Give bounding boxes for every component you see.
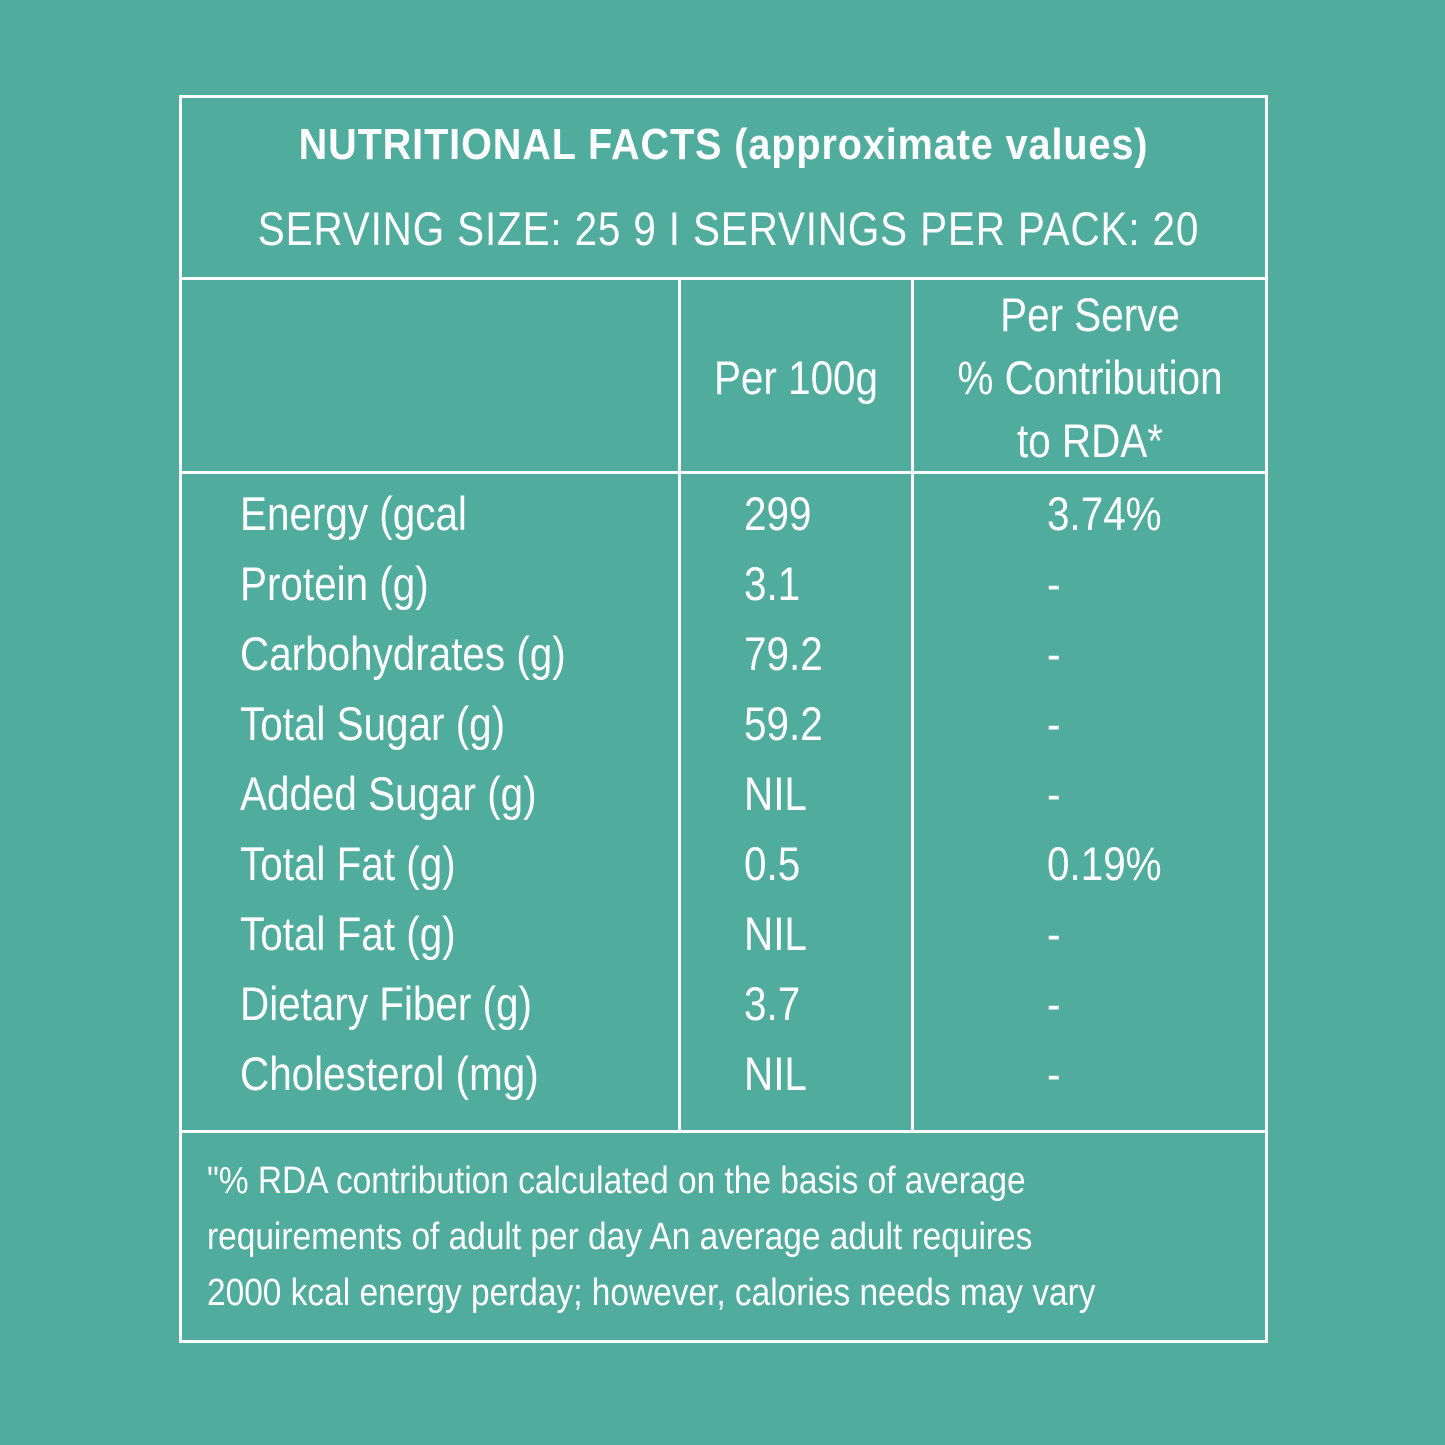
column-divider-2 xyxy=(911,278,914,1132)
footnote-divider xyxy=(182,1130,1265,1133)
column-header-rda: Per Serve % Contribution to RDA* xyxy=(914,283,1266,472)
nutrition-facts-panel: NUTRITIONAL FACTS (approximate values) S… xyxy=(179,95,1268,1343)
nutrient-per100g: NIL xyxy=(744,1047,807,1100)
footnote-line-1: "% RDA contribution calculated on the ba… xyxy=(207,1160,1026,1202)
nutrient-rda: - xyxy=(1047,767,1061,820)
nutrient-rda: 3.74% xyxy=(1047,487,1162,540)
nutrient-per100g: NIL xyxy=(744,767,807,820)
nutrient-name: Total Fat (g) xyxy=(240,907,456,960)
rda-footnote: "% RDA contribution calculated on the ba… xyxy=(207,1153,1095,1321)
nutrient-name: Cholesterol (mg) xyxy=(240,1047,539,1100)
panel-title: NUTRITIONAL FACTS (approximate values) xyxy=(298,120,1149,169)
nutrient-name: Total Fat (g) xyxy=(240,837,456,890)
nutrient-per100g: 79.2 xyxy=(744,627,823,680)
nutrient-name: Energy (gcal xyxy=(240,487,467,540)
nutrient-rda: - xyxy=(1047,697,1061,750)
nutrient-name: Protein (g) xyxy=(240,557,429,610)
serving-info: SERVING SIZE: 25 9 I SERVINGS PER PACK: … xyxy=(257,202,1200,255)
nutrient-name: Dietary Fiber (g) xyxy=(240,977,532,1030)
nutrient-per100g: NIL xyxy=(744,907,807,960)
nutrient-rda: - xyxy=(1047,977,1061,1030)
column-header-rda-line-3: to RDA* xyxy=(1016,414,1164,467)
nutrient-name: Added Sugar (g) xyxy=(240,767,537,820)
column-header-per100g-label: Per 100g xyxy=(713,351,879,404)
column-header-rda-line-2: % Contribution xyxy=(957,351,1223,404)
footnote-line-2: requirements of adult per day An average… xyxy=(207,1216,1033,1258)
nutrient-rda: 0.19% xyxy=(1047,837,1162,890)
column-header-per100g: Per 100g xyxy=(681,346,911,409)
nutrient-per100g: 0.5 xyxy=(744,837,801,890)
nutrient-rda: - xyxy=(1047,627,1061,680)
nutrient-rda: - xyxy=(1047,557,1061,610)
nutrient-rda: - xyxy=(1047,1047,1061,1100)
column-header-rda-line-1: Per Serve xyxy=(1000,288,1180,341)
nutrient-per100g: 299 xyxy=(744,487,812,540)
header-divider xyxy=(182,277,1265,280)
nutrient-per100g: 3.7 xyxy=(744,977,801,1030)
column-header-divider xyxy=(182,471,1265,474)
footnote-line-3: 2000 kcal energy perday; however, calori… xyxy=(207,1272,1096,1314)
nutrient-per100g: 3.1 xyxy=(744,557,801,610)
nutrient-name: Carbohydrates (g) xyxy=(240,627,566,680)
nutrient-name: Total Sugar (g) xyxy=(240,697,506,750)
nutrient-rda: - xyxy=(1047,907,1061,960)
nutrient-per100g: 59.2 xyxy=(744,697,823,750)
column-divider-1 xyxy=(678,278,681,1132)
